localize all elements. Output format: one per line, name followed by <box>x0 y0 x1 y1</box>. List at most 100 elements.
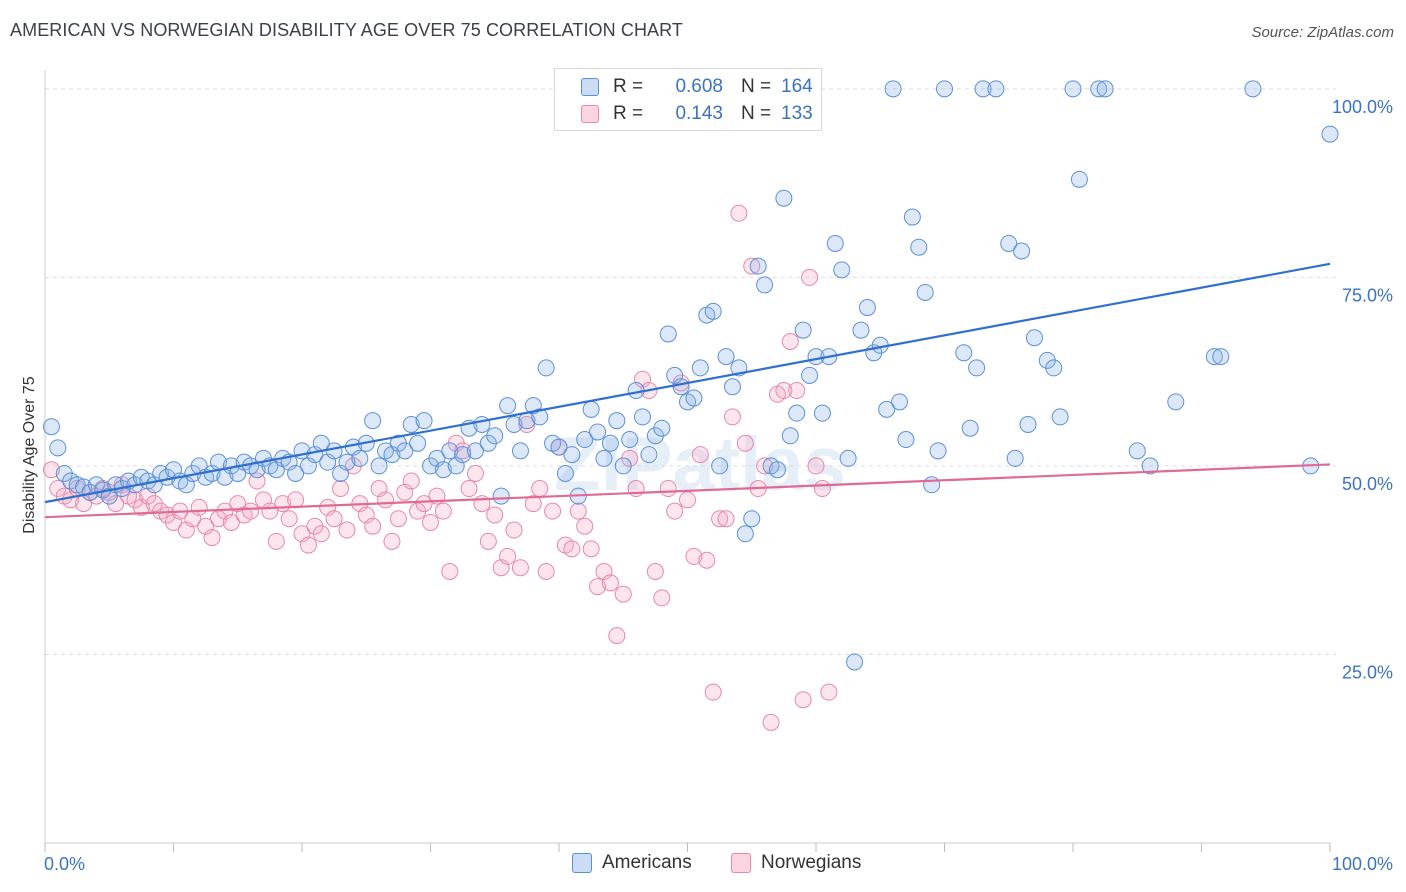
norwegians-point <box>332 480 350 498</box>
americans-point <box>370 457 388 475</box>
americans-point <box>884 80 902 98</box>
americans-point <box>42 418 60 436</box>
norwegians-point <box>646 563 664 581</box>
americans-point <box>473 415 491 433</box>
americans-point <box>614 457 632 475</box>
americans-point <box>653 419 671 437</box>
norwegians-point <box>383 532 401 550</box>
series-americans <box>42 80 1339 671</box>
americans-point <box>396 442 414 460</box>
norwegians-point <box>434 502 452 520</box>
americans-point <box>537 359 555 377</box>
americans-point <box>936 80 953 98</box>
norwegians-point <box>466 464 484 482</box>
r-label: R = <box>613 103 644 124</box>
americans-point <box>961 419 979 437</box>
norwegians-point <box>704 683 722 701</box>
norwegians-point <box>267 532 285 550</box>
americans-point <box>833 261 851 279</box>
norwegians-point <box>653 589 671 607</box>
americans-point <box>556 464 574 482</box>
americans-point <box>409 434 427 452</box>
legend-item-americans: Americans <box>572 852 692 874</box>
norwegians-point <box>717 510 735 528</box>
norwegians-point <box>736 434 754 452</box>
americans-point <box>589 423 607 441</box>
x-tick-label: 0.0% <box>44 854 85 874</box>
norwegians-point <box>415 495 433 513</box>
norwegians-point <box>775 382 793 400</box>
norwegians-point <box>801 268 819 286</box>
americans-point <box>781 427 799 445</box>
norwegians-point <box>659 480 677 498</box>
norwegians-point <box>563 540 581 558</box>
norwegians-point <box>544 502 562 520</box>
norwegians-point <box>762 713 780 731</box>
americans-point <box>634 408 652 426</box>
norwegians-point <box>730 204 748 222</box>
legend-row-norwegians: R = 0.143 N = 133 <box>581 102 813 126</box>
norwegians-point <box>518 415 536 433</box>
americans-point <box>1321 125 1339 143</box>
trend-lines <box>44 262 1331 519</box>
americans-point <box>968 359 986 377</box>
americans-point <box>987 80 1005 98</box>
americans-point <box>768 461 786 479</box>
norwegians-point <box>794 691 812 709</box>
norwegians-point <box>312 525 330 543</box>
americans-point <box>743 510 761 528</box>
norwegians-point <box>460 480 478 498</box>
americans-point <box>826 234 844 252</box>
norwegians-point <box>691 446 709 464</box>
americans-point <box>601 434 619 452</box>
americans-point <box>794 321 812 339</box>
norwegians-legend-label: Norwegians <box>761 852 862 873</box>
norwegians-point <box>505 521 523 539</box>
x-tick-labels: 0.0% 100.0% <box>44 854 1393 874</box>
americans-point <box>685 389 703 407</box>
americans-point <box>640 446 658 464</box>
chart-title: AMERICAN VS NORWEGIAN DISABILITY AGE OVE… <box>10 20 684 40</box>
americans-point <box>1000 234 1018 252</box>
americans-point <box>287 464 305 482</box>
americans-point <box>801 366 819 384</box>
x-tick-label: 100.0% <box>1332 854 1393 874</box>
gridlines <box>45 88 1336 655</box>
legend-row-americans: R = 0.608 N = 164 <box>581 75 813 99</box>
norwegians-point <box>756 457 774 475</box>
americans-point <box>955 344 973 362</box>
norwegians-n-value: 133 <box>781 103 813 124</box>
americans-legend-label: Americans <box>602 852 692 873</box>
source-label: Source: ZipAtlas.com <box>1251 24 1394 41</box>
norwegians-point <box>422 513 439 531</box>
norwegians-point <box>280 510 298 528</box>
norwegians-legend-swatch <box>731 853 751 873</box>
americans-point <box>499 397 517 415</box>
americans-point <box>897 431 915 449</box>
americans-point <box>364 412 382 430</box>
americans-point <box>563 446 581 464</box>
americans-point <box>704 302 722 320</box>
norwegians-point <box>807 457 825 475</box>
norwegians-point <box>781 332 799 350</box>
norwegians-point <box>486 506 504 524</box>
americans-point <box>505 415 523 433</box>
americans-point <box>434 461 452 479</box>
americans-point <box>415 412 433 430</box>
americans-point <box>858 299 876 317</box>
norwegians-point <box>711 510 729 528</box>
americans-point <box>402 415 420 433</box>
norwegians-point <box>364 517 382 535</box>
americans-trend-line <box>44 262 1331 504</box>
axes <box>44 70 1331 852</box>
norwegians-point <box>666 502 684 520</box>
americans-point <box>338 453 356 471</box>
americans-point <box>891 393 909 411</box>
americans-point <box>813 404 831 422</box>
americans-point <box>1141 457 1159 475</box>
norwegians-point <box>479 532 497 550</box>
americans-point <box>1128 442 1146 460</box>
americans-point <box>788 404 806 422</box>
americans-point <box>749 257 767 275</box>
